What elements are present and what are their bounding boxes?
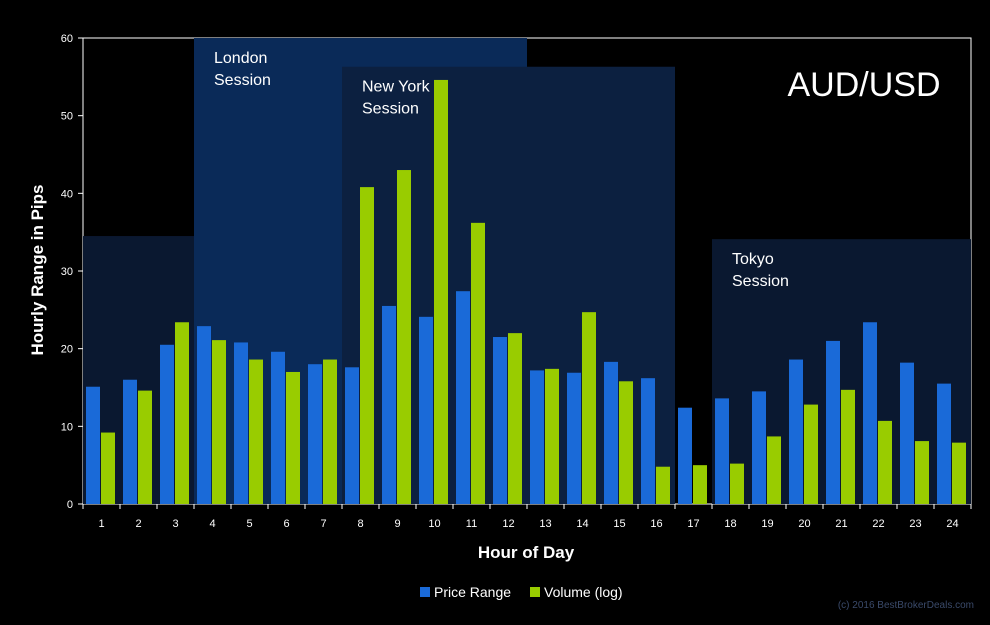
bar-price-range-14 bbox=[567, 372, 581, 504]
bar-volume-log-2 bbox=[138, 390, 152, 504]
bar-price-range-15 bbox=[604, 361, 618, 504]
bar-price-range-17 bbox=[678, 407, 692, 504]
y-tick-label: 0 bbox=[67, 499, 73, 511]
x-tick-label: 22 bbox=[872, 518, 884, 530]
bar-volume-log-9 bbox=[397, 170, 411, 505]
bar-volume-log-3 bbox=[175, 322, 189, 504]
bar-price-range-7 bbox=[308, 364, 322, 504]
bar-price-range-10 bbox=[419, 316, 433, 504]
bar-volume-log-14 bbox=[582, 312, 596, 504]
bar-volume-log-16 bbox=[656, 466, 670, 504]
x-tick-label: 9 bbox=[394, 518, 400, 530]
legend-swatch-volume bbox=[530, 587, 540, 597]
bar-volume-log-21 bbox=[841, 389, 855, 504]
bar-price-range-13 bbox=[530, 370, 544, 504]
bar-volume-log-17 bbox=[693, 465, 707, 504]
legend-entry-volume: Volume (log) bbox=[544, 584, 623, 600]
y-tick-label: 40 bbox=[61, 188, 73, 200]
bar-price-range-19 bbox=[752, 391, 766, 504]
legend-swatch-price-range bbox=[420, 587, 430, 597]
x-tick-label: 10 bbox=[428, 518, 440, 530]
x-tick-label: 19 bbox=[761, 518, 773, 530]
bar-price-range-6 bbox=[271, 351, 285, 504]
x-tick-label: 21 bbox=[835, 518, 847, 530]
x-tick-label: 16 bbox=[650, 518, 662, 530]
x-tick-label: 23 bbox=[909, 518, 921, 530]
x-tick-label: 6 bbox=[283, 518, 289, 530]
x-tick-label: 18 bbox=[724, 518, 736, 530]
bar-price-range-23 bbox=[900, 362, 914, 504]
x-tick-label: 3 bbox=[172, 518, 178, 530]
x-tick-label: 20 bbox=[798, 518, 810, 530]
x-tick-label: 11 bbox=[466, 518, 477, 530]
bar-volume-log-15 bbox=[619, 381, 633, 504]
y-tick-label: 60 bbox=[61, 33, 73, 45]
bar-price-range-16 bbox=[641, 378, 655, 504]
x-tick-label: 13 bbox=[539, 518, 551, 530]
bar-price-range-22 bbox=[863, 322, 877, 504]
bar-price-range-24 bbox=[937, 383, 951, 504]
bar-volume-log-23 bbox=[915, 441, 929, 504]
x-tick-label: 4 bbox=[209, 518, 215, 530]
chart-title: AUD/USD bbox=[787, 66, 940, 104]
x-tick-label: 7 bbox=[320, 518, 326, 530]
bar-price-range-8 bbox=[345, 367, 359, 504]
y-tick-label: 50 bbox=[61, 111, 73, 123]
x-axis-label: Hour of Day bbox=[478, 543, 575, 562]
bar-price-range-1 bbox=[86, 386, 100, 504]
y-tick-label: 10 bbox=[61, 421, 73, 433]
bar-volume-log-11 bbox=[471, 222, 485, 504]
y-tick-label: 20 bbox=[61, 344, 73, 356]
bar-price-range-3 bbox=[160, 344, 174, 504]
x-tick-label: 12 bbox=[502, 518, 514, 530]
y-axis-label: Hourly Range in Pips bbox=[28, 185, 47, 356]
bar-volume-log-12 bbox=[508, 333, 522, 504]
bar-volume-log-13 bbox=[545, 368, 559, 504]
bar-volume-log-1 bbox=[101, 432, 115, 504]
x-tick-label: 8 bbox=[357, 518, 363, 530]
bar-price-range-4 bbox=[197, 326, 211, 504]
bar-volume-log-6 bbox=[286, 371, 300, 504]
bar-volume-log-18 bbox=[730, 463, 744, 504]
bar-price-range-5 bbox=[234, 342, 248, 504]
bar-price-range-18 bbox=[715, 398, 729, 504]
y-tick-label: 30 bbox=[61, 266, 73, 278]
bar-price-range-11 bbox=[456, 291, 470, 504]
bar-price-range-20 bbox=[789, 359, 803, 504]
x-tick-label: 14 bbox=[576, 518, 588, 530]
bar-volume-log-19 bbox=[767, 436, 781, 504]
x-tick-label: 2 bbox=[135, 518, 141, 530]
x-tick-label: 1 bbox=[98, 518, 104, 530]
bar-volume-log-5 bbox=[249, 359, 263, 504]
bar-price-range-9 bbox=[382, 305, 396, 504]
legend-entry-price-range: Price Range bbox=[434, 584, 511, 600]
bar-volume-log-4 bbox=[212, 340, 226, 504]
session-label-new-york: New York Session bbox=[362, 79, 431, 118]
legend: Price Range Volume (log) bbox=[420, 584, 623, 600]
bar-volume-log-22 bbox=[878, 420, 892, 504]
session-label-tokyo: Tokyo Session bbox=[732, 251, 789, 290]
bar-price-range-12 bbox=[493, 337, 507, 504]
bar-volume-log-24 bbox=[952, 442, 966, 504]
x-tick-label: 5 bbox=[246, 518, 252, 530]
session-label-london: London Session bbox=[214, 50, 271, 89]
bar-volume-log-7 bbox=[323, 359, 337, 504]
bar-price-range-2 bbox=[123, 379, 137, 504]
bar-volume-log-20 bbox=[804, 404, 818, 504]
x-tick-label: 17 bbox=[687, 518, 699, 530]
bar-volume-log-8 bbox=[360, 187, 374, 504]
bar-price-range-21 bbox=[826, 340, 840, 504]
copyright-footer: (c) 2016 BestBrokerDeals.com bbox=[838, 600, 974, 611]
bar-volume-log-10 bbox=[434, 79, 448, 504]
x-tick-label: 15 bbox=[613, 518, 625, 530]
x-tick-label: 24 bbox=[946, 518, 958, 530]
